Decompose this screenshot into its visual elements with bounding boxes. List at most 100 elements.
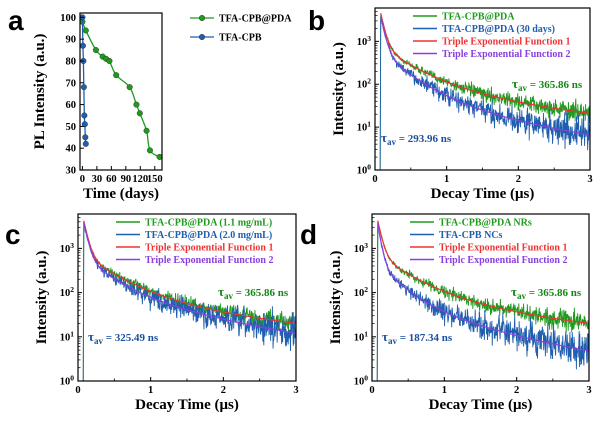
y-tick-label: 102 [60,285,75,299]
annotation-tau-1: τav = 365.86 ns [512,76,583,93]
series-line-1 [375,220,589,381]
data-point-s2-8 [82,140,89,147]
x-axis-label: Decay Time (μs) [135,397,239,413]
legend-entry: Triple Exponential Function 1 [439,243,567,254]
series-fit-3 [377,220,589,324]
annotation-tau-2: τav = 325.49 ns [88,329,159,346]
annotation-tau-2: τav = 187.34 ns [382,329,453,346]
x-axis-label: Decay Time (μs) [429,397,533,413]
panel-label-a: a [8,5,24,36]
x-tick-label: 3 [587,174,592,185]
data-point-s1-3 [92,47,99,54]
data-point-s2-5 [81,112,88,119]
y-tick-label: 100 [60,374,75,388]
legend-entry: TFA-CPB@PDA [442,12,515,23]
panel-label-d: d [300,219,317,250]
x-tick-label: 2 [516,174,521,185]
y-axis-label: Intensity (a.u.) [331,42,347,136]
x-tick-label: 1 [442,385,447,396]
y-tick-label: 100 [357,163,372,177]
plot-area-b [378,13,590,170]
plot-area-a [80,14,162,160]
data-point-s1-7 [113,72,120,79]
panel-c: c 0 1 2 3 100 101 102 103 Decay Time (μs) Intensit… [5,213,299,413]
y-tick-label: 90 [66,35,77,46]
x-tick-label: 3 [293,385,298,396]
series-fit-3 [83,220,296,324]
data-point-s2-7 [82,134,89,141]
legend-entry: TFA-CPB [219,33,262,44]
data-point-s1-9 [133,101,140,108]
x-tick-label: 150 [147,174,163,185]
y-tick-label: 102 [354,285,369,299]
legend-entry: TFA-CPB@PDA (30 days) [442,24,555,35]
data-point-s1-11 [143,127,150,134]
y-tick-label: 103 [60,241,75,255]
x-tick-label: 0 [75,385,80,396]
x-tick-label: 2 [221,385,226,396]
y-tick-label: 40 [66,144,77,155]
data-point-s1-12 [146,147,153,154]
plot-area-c [81,220,296,381]
x-tick-label: 1 [444,174,449,185]
legend-entry: TFA-CPB@PDA [219,14,292,25]
panel-label-c: c [5,219,21,250]
y-tick-label: 101 [354,329,369,343]
y-tick-label: 100 [354,374,369,388]
legend-entry: TFA-CPB@PDA (2.0 mg/mL) [145,230,272,241]
series-fit-3 [380,13,590,114]
annotation-tau-2: τav = 293.96 ns [381,130,452,147]
y-tick-label: 101 [60,329,75,343]
annotation-tau-1: τav = 365.86 ns [511,284,582,301]
y-axis-label: PL Intensity (a.u.) [32,34,48,150]
data-point-s1-13 [156,153,162,160]
data-point-s2-4 [80,84,87,91]
x-tick-label: 0 [372,174,377,185]
x-tick-label: 3 [586,385,591,396]
plot-frame-a [79,12,163,171]
legend-entry: Triple Exponential Function 2 [145,255,273,266]
series-fit-4 [380,16,590,136]
data-point-s1-6 [106,57,113,64]
legend-entry: Triplc Exponential Function 2 [439,255,567,266]
series-line-1 [378,13,590,170]
panel-d: d 0 1 2 3 100 101 102 103 Decay Time (μs) Intensit… [300,213,592,413]
x-tick-label: 90 [121,174,132,185]
series-fit-4 [83,222,296,334]
x-tick-label: 0 [80,174,85,185]
legend-marker [198,34,205,41]
x-tick-label: 1 [148,385,153,396]
y-tick-label: 103 [354,241,369,255]
x-tick-label: 30 [92,174,103,185]
x-tick-label: 0 [369,385,374,396]
x-tick-label: 60 [106,174,117,185]
x-axis-label: Time (days) [83,186,159,202]
legend-entry: TFA-CPB@PDA NRs [439,218,532,229]
legend-entry: TFA-CPB@PDA (1.1 mg/mL) [145,218,272,229]
y-tick-label: 102 [357,77,372,91]
y-axis-label: Intensity (a.u.) [34,251,50,345]
legend-entry: Triple Exponential Function 2 [442,49,570,60]
data-point-s2-2 [80,42,86,49]
panel-label-b: b [308,5,325,36]
y-tick-label: 50 [66,122,77,133]
y-tick-label: 80 [66,56,77,67]
legend-marker [198,14,205,21]
y-tick-label: 60 [66,100,77,111]
legend-entry: Triple Exponential Function 1 [145,243,273,254]
series-line-2 [375,223,589,381]
legend-entry: Triple Exponential Function 1 [442,37,570,48]
y-tick-label: 103 [357,34,372,48]
data-point-s2-6 [81,121,88,128]
y-tick-label: 30 [66,166,77,177]
y-tick-label: 70 [66,78,77,89]
data-point-s1-2 [82,27,89,34]
series-fit-4 [377,223,589,352]
plot-area-d [375,220,589,381]
x-tick-label: 2 [514,385,519,396]
y-tick-label: 101 [357,120,372,134]
x-tick-label: 120 [132,174,148,185]
legend-entry: TFA-CPB NCs [439,230,503,241]
